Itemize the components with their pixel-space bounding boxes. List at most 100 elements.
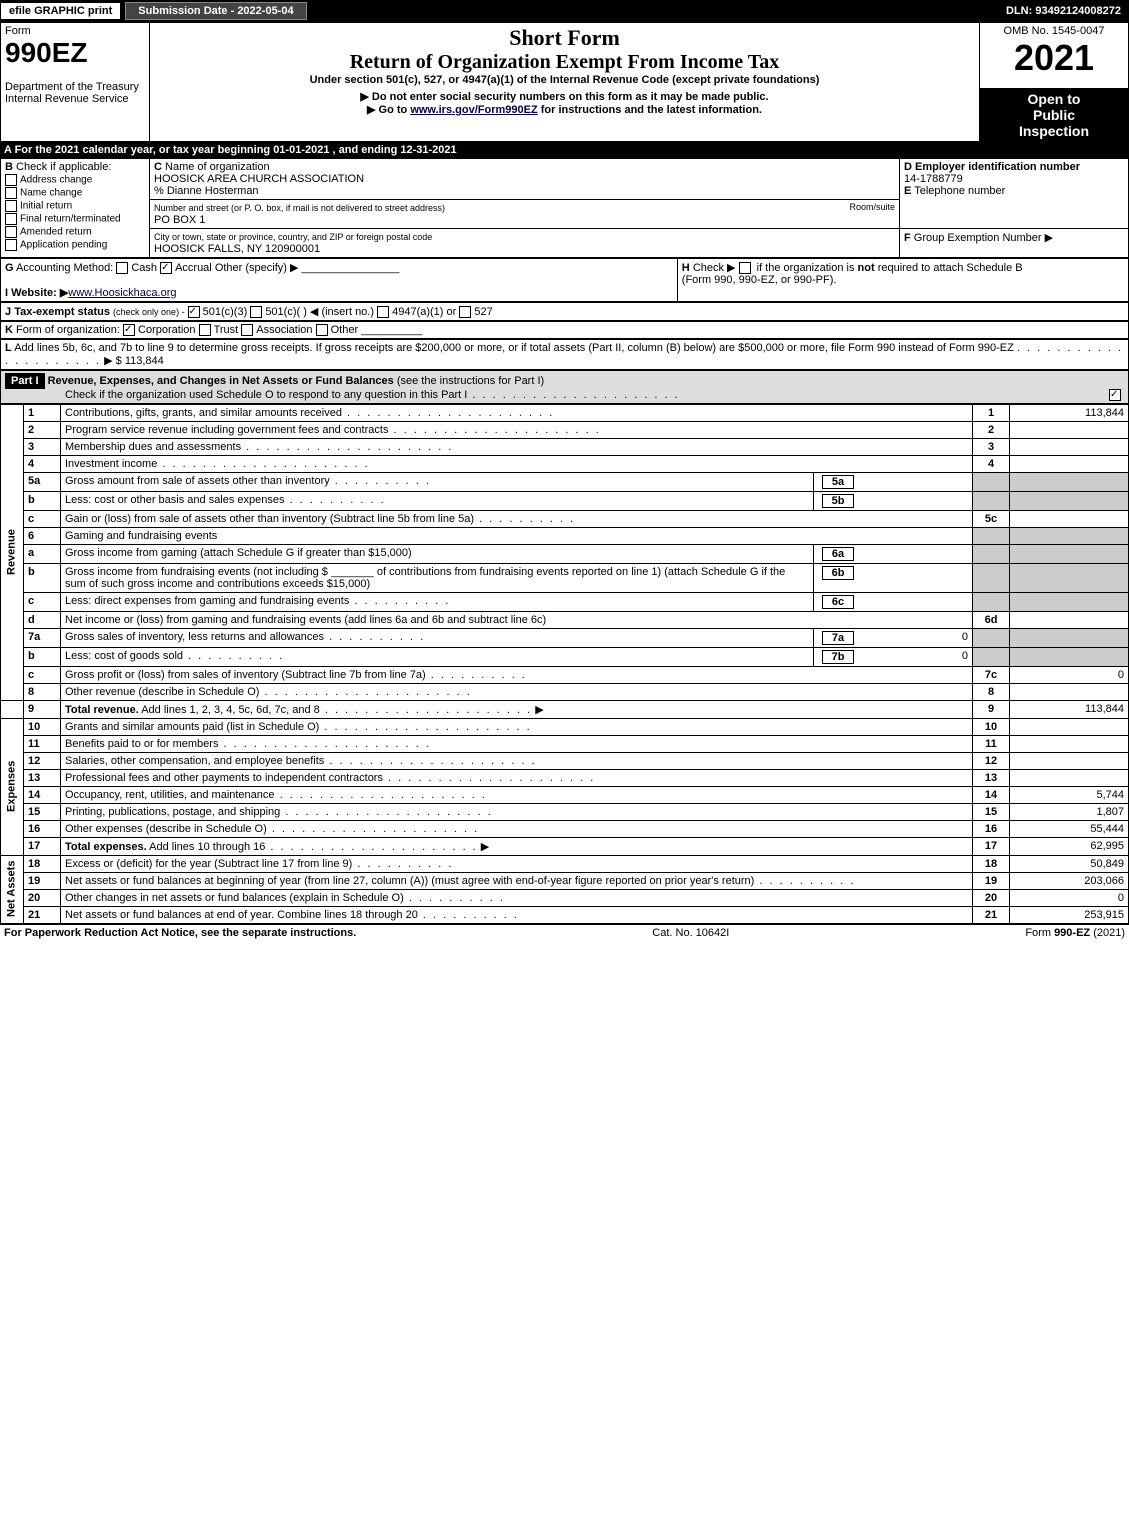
line-8-text: Other revenue (describe in Schedule O) <box>61 683 973 700</box>
check-pending[interactable]: Application pending <box>5 239 145 251</box>
line-18-amt: 50,849 <box>1010 855 1129 872</box>
line-1-text: Contributions, gifts, grants, and simila… <box>61 404 973 421</box>
section-k: K Form of organization: Corporation Trus… <box>1 321 1129 338</box>
care-of: % Dianne Hosterman <box>154 185 259 197</box>
line-9-label: 9 <box>973 700 1010 718</box>
line-5c-text: Gain or (loss) from sale of assets other… <box>61 510 973 527</box>
assoc-checkbox[interactable] <box>241 324 253 336</box>
line-5b-text: Less: cost or other basis and sales expe… <box>61 491 814 510</box>
line-4-num: 4 <box>24 455 61 472</box>
h-check: Check ▶ <box>693 262 736 274</box>
part1-schedule-o-checkbox[interactable] <box>1109 389 1121 401</box>
l-label: L <box>5 342 12 354</box>
line-9-text: Total revenue. Add lines 1, 2, 3, 4, 5c,… <box>61 700 973 718</box>
line-6b-num: b <box>24 563 61 592</box>
check-final-return[interactable]: Final return/terminated <box>5 213 145 225</box>
part1-instructions: (see the instructions for Part I) <box>397 375 544 387</box>
accrual-checkbox[interactable] <box>160 262 172 274</box>
line-21-text: Net assets or fund balances at end of ye… <box>61 906 973 923</box>
gh-table: G Accounting Method: Cash Accrual Other … <box>0 258 1129 302</box>
line-6-num: 6 <box>24 527 61 544</box>
l-table: L Add lines 5b, 6c, and 7b to line 9 to … <box>0 339 1129 370</box>
section-c-city: City or town, state or province, country… <box>150 228 900 257</box>
4947-checkbox[interactable] <box>377 306 389 318</box>
line-6d-amt <box>1010 611 1129 628</box>
website-link[interactable]: www.Hoosickhaca.org <box>68 287 176 299</box>
line-15-label: 15 <box>973 803 1010 820</box>
g-label: G <box>5 262 14 274</box>
line-7b-amt <box>1010 647 1129 666</box>
line-6d-label: 6d <box>973 611 1010 628</box>
open-to: Open to <box>984 91 1124 107</box>
top-bar: efile GRAPHIC print Submission Date - 20… <box>0 0 1129 22</box>
line-6a-text: Gross income from gaming (attach Schedul… <box>61 544 814 563</box>
check-if-applicable: Check if applicable: <box>16 161 111 173</box>
501c-checkbox[interactable] <box>250 306 262 318</box>
line-9-num: 9 <box>24 700 61 718</box>
check-initial-return[interactable]: Initial return <box>5 200 145 212</box>
e-label: E <box>904 185 911 197</box>
line-5a-text: Gross amount from sale of assets other t… <box>61 472 814 491</box>
line-17-amt: 62,995 <box>1010 837 1129 855</box>
line-6c-label <box>973 592 1010 611</box>
line-6c-text: Less: direct expenses from gaming and fu… <box>61 592 814 611</box>
line-8-num: 8 <box>24 683 61 700</box>
line-6d-num: d <box>24 611 61 628</box>
line-12-num: 12 <box>24 752 61 769</box>
line-10-num: 10 <box>24 718 61 735</box>
cat-no: Cat. No. 10642I <box>652 927 729 939</box>
line-7c-text: Gross profit or (loss) from sales of inv… <box>61 666 973 683</box>
goto-pre: ▶ Go to <box>367 104 410 116</box>
h-text4: (Form 990, 990-EZ, or 990-PF). <box>682 274 837 286</box>
line-15-num: 15 <box>24 803 61 820</box>
open-public-box: Open to Public Inspection <box>980 88 1129 141</box>
form-header: Form 990EZ Department of the Treasury In… <box>0 22 1129 142</box>
ein-label: Employer identification number <box>915 161 1080 173</box>
other-org-checkbox[interactable] <box>316 324 328 336</box>
internal-revenue: Internal Revenue Service <box>5 93 129 105</box>
527-checkbox[interactable] <box>459 306 471 318</box>
cash-label: Cash <box>131 262 157 274</box>
dln: DLN: 93492124008272 <box>1006 5 1129 17</box>
check-amended[interactable]: Amended return <box>5 226 145 238</box>
form-year: 2021 <box>984 37 1124 79</box>
line-15-amt: 1,807 <box>1010 803 1129 820</box>
line-9-amt: 113,844 <box>1010 700 1129 718</box>
501c3-checkbox[interactable] <box>188 306 200 318</box>
527-label: 527 <box>474 306 492 318</box>
line-20-text: Other changes in net assets or fund bala… <box>61 889 973 906</box>
section-a-tax-year: A For the 2021 calendar year, or tax yea… <box>0 142 1129 158</box>
line-7a-label <box>973 628 1010 647</box>
goto-post: for instructions and the latest informat… <box>538 104 762 116</box>
line-13-text: Professional fees and other payments to … <box>61 769 973 786</box>
lines-table: Revenue 1 Contributions, gifts, grants, … <box>0 404 1129 924</box>
l-arrow: ▶ $ <box>104 355 122 367</box>
irs-link[interactable]: www.irs.gov/Form990EZ <box>410 104 537 116</box>
501c-label: 501(c)( ) ◀ (insert no.) <box>265 306 374 318</box>
efile-print-button[interactable]: efile GRAPHIC print <box>0 2 121 20</box>
line-6c-amt <box>1010 592 1129 611</box>
line-12-text: Salaries, other compensation, and employ… <box>61 752 973 769</box>
d-label: D <box>904 161 912 173</box>
line-3-amt <box>1010 438 1129 455</box>
corp-label: Corporation <box>138 324 195 336</box>
check-name-change[interactable]: Name change <box>5 187 145 199</box>
info-table: B Check if applicable: Address change Na… <box>0 158 1129 258</box>
section-h: H Check ▶ if the organization is not req… <box>677 258 1128 301</box>
check-address-change[interactable]: Address change <box>5 174 145 186</box>
trust-checkbox[interactable] <box>199 324 211 336</box>
cash-checkbox[interactable] <box>116 262 128 274</box>
line-7a-num: 7a <box>24 628 61 647</box>
h-checkbox[interactable] <box>739 262 751 274</box>
line-6b-text: Gross income from fundraising events (no… <box>61 563 814 592</box>
corp-checkbox[interactable] <box>123 324 135 336</box>
line-5a-amt <box>1010 472 1129 491</box>
line-18-label: 18 <box>973 855 1010 872</box>
line-19-num: 19 <box>24 872 61 889</box>
line-2-label: 2 <box>973 421 1010 438</box>
line-10-amt <box>1010 718 1129 735</box>
part1-title: Revenue, Expenses, and Changes in Net As… <box>48 375 394 387</box>
line-7c-label: 7c <box>973 666 1010 683</box>
l-text: Add lines 5b, 6c, and 7b to line 9 to de… <box>14 342 1014 354</box>
website-label: Website: ▶ <box>11 287 68 299</box>
